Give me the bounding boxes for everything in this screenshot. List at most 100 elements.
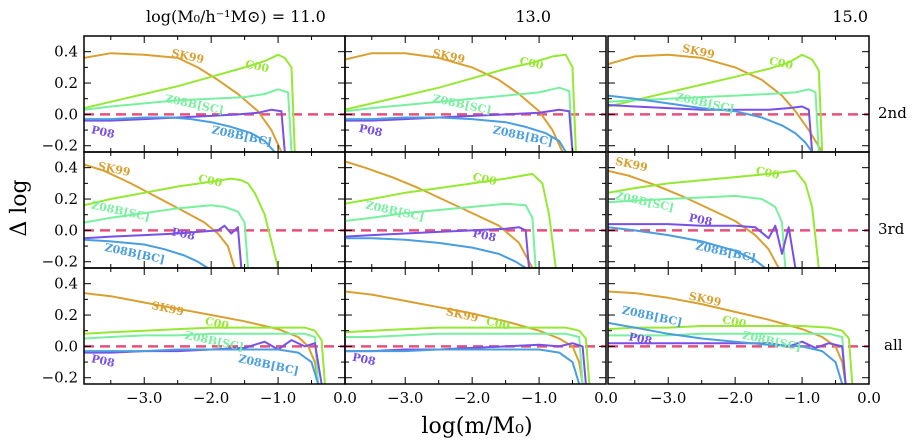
series-line-z08bsc — [608, 194, 787, 268]
series-line-z08bsc — [84, 204, 249, 268]
series-label-p08: P08 — [351, 351, 377, 369]
series-label-c00: C00 — [204, 315, 231, 333]
y-tick-label: −0.2 — [42, 369, 78, 387]
x-tick-label: −1.0 — [784, 389, 820, 407]
series-line-c00 — [608, 325, 854, 384]
series-label-c00: C00 — [472, 170, 499, 188]
series-label-p08: P08 — [688, 211, 714, 229]
series-label-p08: P08 — [472, 227, 498, 245]
series-line-sk99 — [84, 292, 320, 384]
x-tick-label: −1.0 — [521, 389, 557, 407]
panel-plot-area — [608, 290, 869, 384]
series-line-z08bbc — [608, 226, 766, 268]
y-tick-label: 0.4 — [54, 275, 78, 293]
series-line-z08bsc — [608, 332, 847, 384]
row-label-1: 3rd — [878, 220, 905, 238]
series-line-p08 — [345, 226, 530, 268]
panel-r0-c1 — [344, 35, 607, 153]
series-label-z08bsc: Z08B[SC] — [674, 90, 735, 115]
column-label-0: log(M₀/h⁻¹M⊙) = 11.0 — [146, 7, 326, 26]
y-tick-label: 0.2 — [54, 74, 78, 92]
series-line-c00 — [608, 53, 824, 152]
x-tick-label: −3.0 — [650, 389, 686, 407]
series-line-p08 — [608, 223, 797, 268]
series-line-c00 — [345, 172, 557, 268]
series-line-z08bsc — [84, 332, 320, 384]
panel-plot-area — [345, 290, 606, 384]
panel-plot-area — [84, 52, 345, 152]
panel-plot-area — [345, 52, 606, 152]
row-label-2: all — [884, 336, 903, 354]
x-tick-label: 0.0 — [594, 389, 618, 407]
panel-plot-area — [345, 160, 606, 268]
series-label-z08bsc: Z08B[SC] — [741, 329, 802, 354]
series-label-c00: C00 — [518, 54, 545, 72]
panel-plot-area — [84, 292, 345, 384]
series-label-p08: P08 — [90, 352, 116, 370]
series-label-c00: C00 — [244, 58, 271, 76]
series-label-sk99: SK99 — [445, 305, 480, 325]
series-label-c00: C00 — [768, 54, 795, 72]
series-line-p08 — [84, 108, 286, 152]
y-axis-title: Δ log — [7, 179, 32, 236]
series-label-c00: C00 — [197, 172, 224, 190]
series-label-z08bbc: Z08B[BC] — [103, 241, 166, 266]
panel-r1-c1 — [344, 151, 607, 269]
series-label-z08bbc: Z08B[BC] — [621, 304, 684, 329]
series-label-z08bsc: Z08B[SC] — [364, 199, 425, 224]
series-line-p08 — [345, 108, 574, 152]
series-line-p08 — [608, 104, 814, 152]
series-label-sk99: SK99 — [431, 47, 466, 67]
x-tick-label: −3.0 — [387, 389, 423, 407]
series-line-sk99 — [608, 169, 780, 268]
y-tick-label: 0.4 — [54, 159, 78, 177]
column-label-1: 13.0 — [515, 7, 551, 26]
panel-plot-area — [608, 53, 869, 152]
series-line-c00 — [84, 53, 296, 152]
panel-plot-area — [608, 169, 869, 268]
series-line-sk99 — [608, 290, 847, 384]
y-tick-label: 0.2 — [54, 306, 78, 324]
series-line-z08bbc — [345, 237, 527, 268]
panel-plot-area — [84, 163, 345, 268]
series-line-z08bsc — [608, 88, 820, 152]
series-label-p08: P08 — [627, 330, 653, 348]
panel-r1-c0: −0.2 0.0 0.2 0.4 — [42, 151, 346, 271]
series-line-z08bbc — [345, 348, 581, 384]
column-label-2: 15.0 — [832, 7, 868, 26]
y-tick-label: 0.2 — [54, 190, 78, 208]
y-tick-label: −0.2 — [42, 253, 78, 271]
panel-frame — [344, 267, 607, 385]
series-line-z08bsc — [345, 332, 584, 384]
x-tick-label: −1.0 — [260, 389, 296, 407]
series-label-z08bbc: Z08B[BC] — [694, 239, 757, 264]
series-line-c00 — [345, 53, 577, 152]
panel-grid: −0.2 0.0 0.2 0.4 −0.2 0.0 0.2 0.4 −0.2 0.0 0.2 0.4 −… — [42, 35, 881, 407]
series-line-z08bbc — [84, 238, 209, 268]
x-tick-label: 0.0 — [333, 389, 357, 407]
panel-frame — [607, 35, 870, 153]
series-label-z08bbc: Z08B[BC] — [237, 352, 300, 377]
y-tick-label: −0.2 — [42, 137, 78, 155]
panel-r2-c2: −3.0 −2.0 −1.0 0.0 — [607, 267, 881, 407]
series-line-sk99 — [345, 160, 534, 268]
series-label-p08: P08 — [358, 122, 384, 140]
series-label-c00: C00 — [755, 164, 782, 182]
series-label-c00: C00 — [485, 315, 512, 333]
series-label-z08bsc: Z08B[SC] — [614, 189, 675, 214]
series-label-sk99: SK99 — [688, 290, 723, 310]
series-label-p08: P08 — [170, 225, 196, 243]
panel-r2-c1: −3.0 −2.0 −1.0 0.0 — [344, 267, 618, 407]
y-tick-label: 0.0 — [54, 337, 78, 355]
panel-r0-c2 — [607, 35, 870, 153]
series-label-p08: P08 — [90, 123, 116, 141]
x-tick-label: 0.0 — [857, 389, 881, 407]
panel-frame — [607, 267, 870, 385]
series-line-z08bsc — [84, 88, 293, 152]
y-tick-label: 0.4 — [54, 43, 78, 61]
x-tick-label: −2.0 — [454, 389, 490, 407]
y-tick-label: 0.0 — [54, 105, 78, 123]
series-line-z08bsc — [345, 86, 574, 152]
series-line-sk99 — [84, 52, 283, 152]
